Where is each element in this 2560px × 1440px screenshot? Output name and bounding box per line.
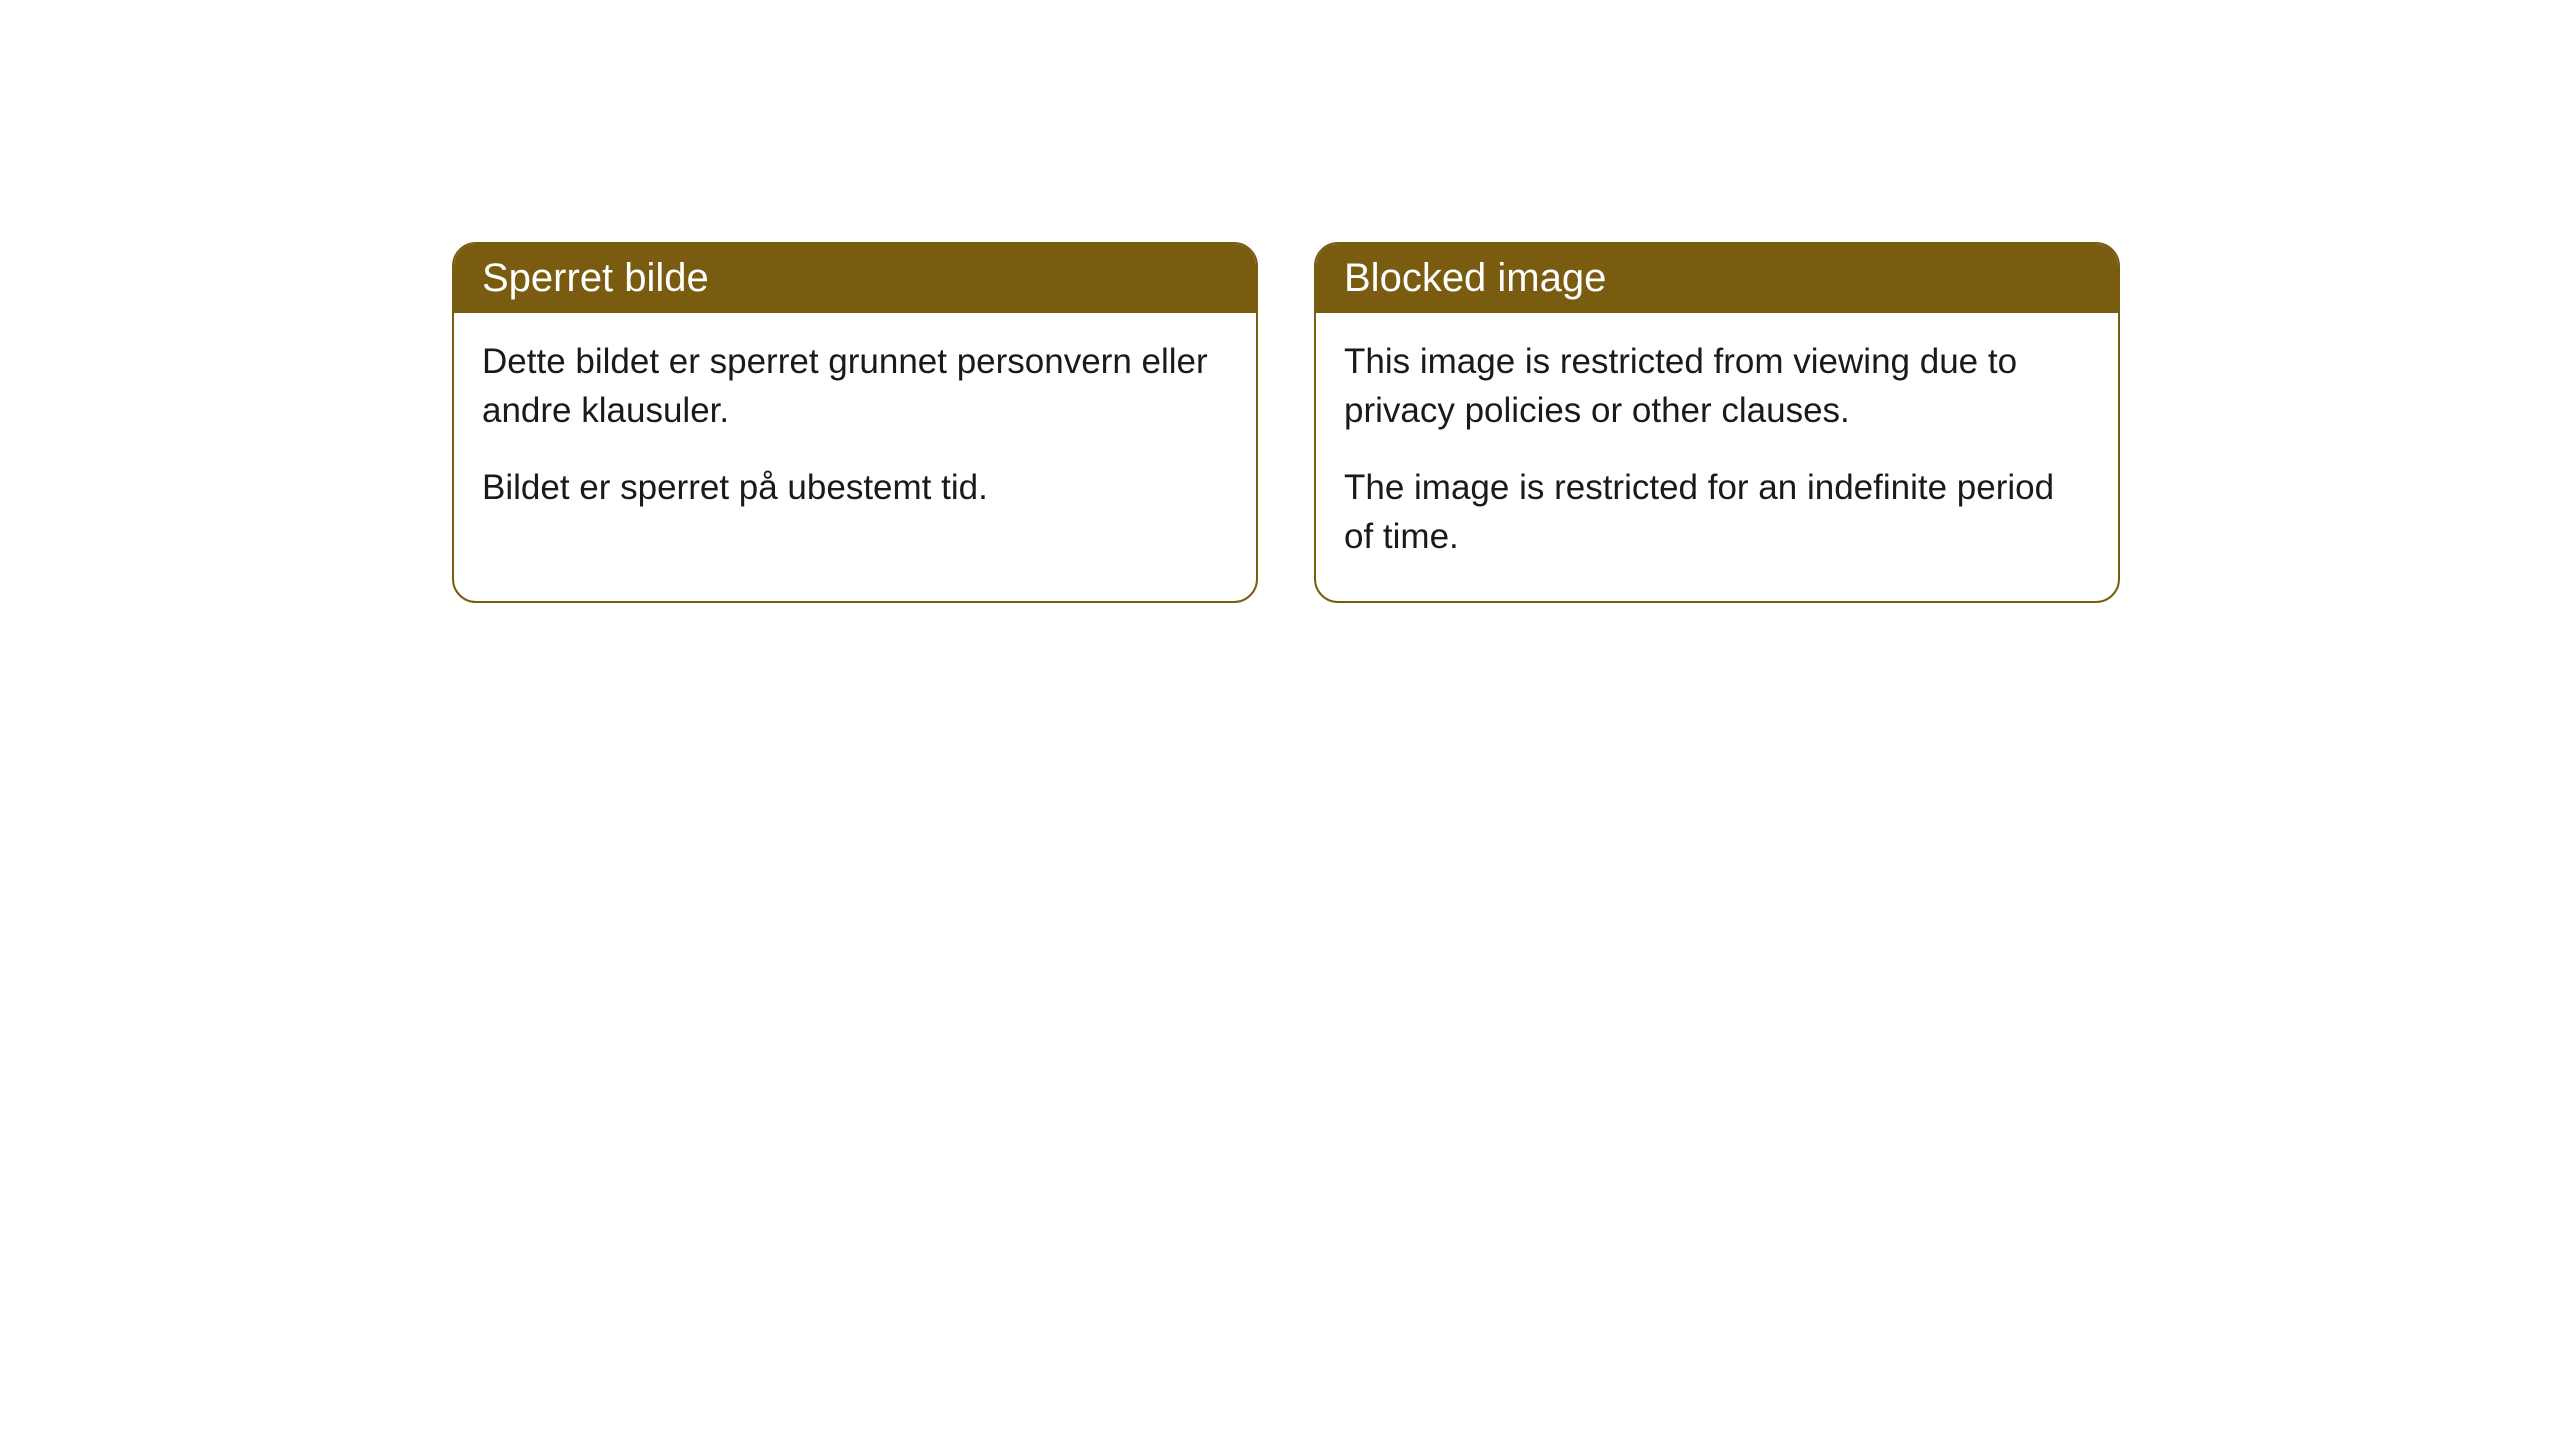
card-paragraph-1-english: This image is restricted from viewing du… bbox=[1344, 337, 2090, 435]
card-english: Blocked image This image is restricted f… bbox=[1314, 242, 2120, 603]
cards-container: Sperret bilde Dette bildet er sperret gr… bbox=[452, 242, 2120, 603]
card-header-norwegian: Sperret bilde bbox=[454, 244, 1256, 313]
card-header-english: Blocked image bbox=[1316, 244, 2118, 313]
card-paragraph-2-norwegian: Bildet er sperret på ubestemt tid. bbox=[482, 463, 1228, 512]
card-paragraph-1-norwegian: Dette bildet er sperret grunnet personve… bbox=[482, 337, 1228, 435]
card-norwegian: Sperret bilde Dette bildet er sperret gr… bbox=[452, 242, 1258, 603]
card-body-english: This image is restricted from viewing du… bbox=[1316, 313, 2118, 601]
card-body-norwegian: Dette bildet er sperret grunnet personve… bbox=[454, 313, 1256, 552]
card-paragraph-2-english: The image is restricted for an indefinit… bbox=[1344, 463, 2090, 561]
